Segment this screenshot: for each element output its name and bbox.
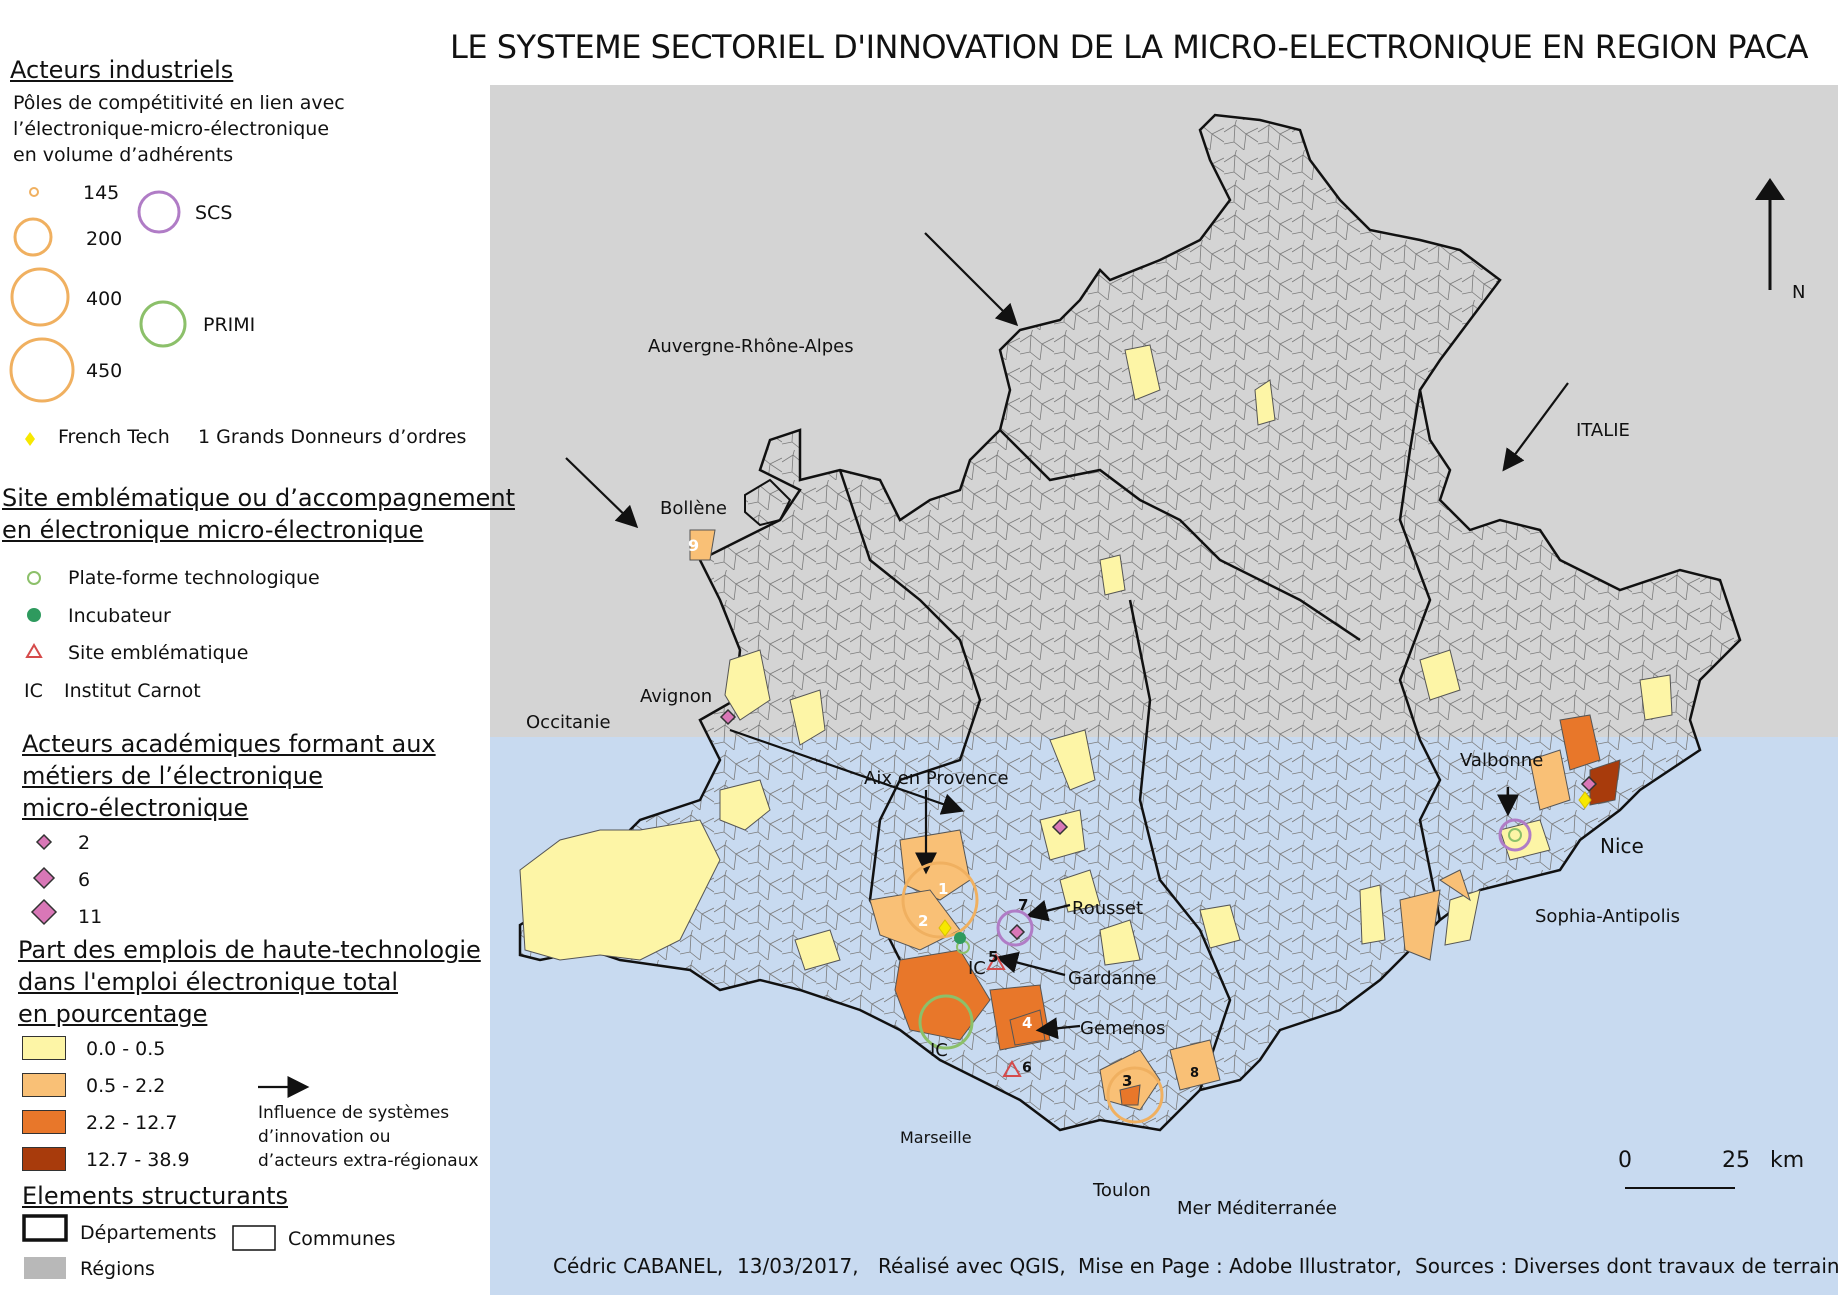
legend-share-swatch-2	[22, 1073, 66, 1097]
footer-sources: Sources : Diverses dont travaux de terra…	[1415, 1254, 1839, 1278]
academic-diamonds	[719, 708, 1598, 941]
region-neighbor-strip	[490, 1255, 1838, 1295]
scale-zero: 0	[1618, 1148, 1632, 1173]
legend-french-tech-label: French Tech	[58, 426, 170, 448]
legend-share-class-1: 0.0 - 0.5	[86, 1038, 166, 1060]
label-gardanne: Gardanne	[1068, 968, 1157, 989]
map-number-2: 2	[918, 912, 929, 930]
legend-influence-1: Influence de systèmes	[258, 1103, 450, 1123]
legend-size-145: 145	[83, 182, 120, 204]
legend-academic-size-2: 2	[78, 832, 91, 854]
page-title: LE SYSTEME SECTORIEL D'INNOVATION DE LA …	[450, 28, 1809, 66]
scale-unit: km	[1770, 1148, 1805, 1173]
legend-ic-abbr: IC	[24, 680, 43, 702]
legend-academic-heading-3: micro-électronique	[22, 794, 249, 822]
label-avignon: Avignon	[640, 686, 713, 707]
footer-date: 13/03/2017,	[737, 1254, 859, 1278]
legend-ic-label: Institut Carnot	[64, 680, 201, 702]
legend-site-heading-1: Site emblématique ou d’accompagnement	[2, 484, 515, 512]
legend-share-swatch-3	[22, 1110, 66, 1134]
label-valbonne: Valbonne	[1460, 750, 1544, 771]
legend-plateforme-label: Plate-forme technologique	[68, 567, 320, 589]
footer-author: Cédric CABANEL,	[553, 1254, 724, 1278]
map-number-5: 5	[988, 948, 999, 966]
legend-influence-2: d’innovation ou	[258, 1127, 391, 1147]
legend-share-swatch-4	[22, 1147, 66, 1171]
legend-industrial-sub-3: en volume d’adhérents	[13, 144, 234, 166]
label-ic-aix: IC	[968, 958, 986, 979]
label-occitanie: Occitanie	[526, 712, 611, 733]
legend-share-class-3: 2.2 - 12.7	[86, 1112, 178, 1134]
label-rousset: Rousset	[1072, 898, 1144, 919]
label-mer: Mer Méditerranée	[1177, 1198, 1337, 1219]
map-number-6: 6	[1022, 1060, 1032, 1076]
label-marseille: Marseille	[900, 1128, 972, 1147]
bollene-enclave	[744, 478, 792, 527]
legend-academic-size-6: 6	[78, 869, 91, 891]
incubateur-points	[954, 932, 966, 944]
label-aix: Aix en Provence	[864, 768, 1009, 789]
french-tech-points	[938, 791, 1592, 937]
scale-distance: 25	[1722, 1148, 1750, 1173]
footer-made: Réalisé avec QGIS,	[878, 1254, 1066, 1278]
legend-size-400: 400	[86, 288, 123, 310]
label-toulon: Toulon	[1093, 1180, 1151, 1201]
label-gemenos: Gemenos	[1080, 1018, 1166, 1039]
legend-industrial-heading: Acteurs industriels	[10, 56, 234, 84]
label-ic-marseille: IC	[930, 1040, 948, 1061]
north-arrow	[1755, 178, 1785, 290]
legend-academic-size-11: 11	[78, 906, 103, 928]
legend-site-emblematique-label: Site emblématique	[68, 642, 249, 664]
legend-industrial-sub-1: Pôles de compétitivité en lien avec	[13, 92, 345, 114]
departement-borders	[838, 389, 1442, 1091]
map-number-8: 8	[1190, 1066, 1200, 1081]
legend-influence-3: d’acteurs extra-régionaux	[258, 1151, 479, 1171]
label-sophia: Sophia-Antipolis	[1535, 906, 1681, 927]
legend-share-heading-1: Part des emplois de haute-technologie	[18, 936, 481, 964]
legend-symbols	[9, 187, 310, 1279]
label-auvergne: Auvergne-Rhône-Alpes	[648, 336, 854, 357]
map-number-3: 3	[1122, 1072, 1133, 1090]
legend-share-heading-2: dans l'emploi électronique total	[18, 968, 399, 996]
label-nice: Nice	[1600, 834, 1644, 858]
legend-academic-heading-1: Acteurs académiques formant aux	[22, 730, 436, 758]
legend-share-class-2: 0.5 - 2.2	[86, 1075, 166, 1097]
map-number-7: 7	[1018, 896, 1029, 914]
legend-departements-label: Départements	[80, 1222, 217, 1244]
legend-share-heading-3: en pourcentage	[18, 1000, 208, 1028]
label-italie: ITALIE	[1576, 420, 1630, 441]
legend-donneurs-label: 1 Grands Donneurs d’ordres	[198, 426, 467, 448]
legend-structure-heading: Elements structurants	[22, 1182, 289, 1210]
site-emblematique-triangles	[986, 952, 1022, 1077]
map-number-4: 4	[1022, 1014, 1033, 1032]
influence-arrows	[565, 232, 1569, 1040]
footer-layout: Mise en Page : Adobe Illustrator,	[1078, 1254, 1402, 1278]
legend-site-heading-2: en électronique micro-électronique	[2, 516, 424, 544]
legend-size-200: 200	[86, 228, 123, 250]
legend-regions-label: Régions	[80, 1258, 155, 1280]
legend-incubateur-label: Incubateur	[68, 605, 171, 627]
legend-size-450: 450	[86, 360, 123, 382]
legend-academic-heading-2: métiers de l’électronique	[22, 762, 323, 790]
legend-share-class-4: 12.7 - 38.9	[86, 1149, 190, 1171]
paca-region	[518, 113, 1742, 1132]
legend-communes-label: Communes	[288, 1228, 396, 1250]
map-number-9: 9	[688, 536, 700, 555]
legend-industrial-sub-2: l’électronique-micro-électronique	[13, 118, 330, 140]
label-bollene: Bollène	[660, 498, 727, 519]
legend-scs-label: SCS	[195, 202, 233, 224]
north-label: N	[1792, 282, 1806, 303]
legend-primi-label: PRIMI	[203, 314, 256, 336]
map-number-1: 1	[938, 880, 949, 898]
commune-shares	[519, 344, 1673, 1111]
legend-share-swatch-1	[22, 1036, 66, 1060]
